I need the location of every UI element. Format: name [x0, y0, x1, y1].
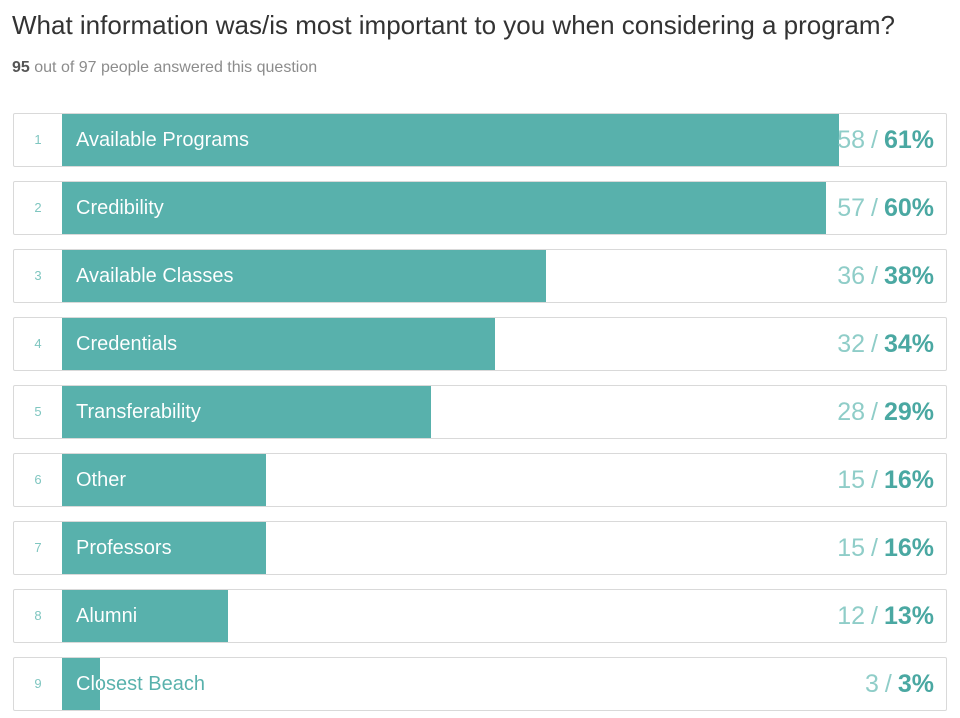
- value-separator: /: [871, 534, 878, 562]
- result-row: 1 Available Programs 58/61%: [13, 113, 947, 167]
- value-label: 3/3%: [865, 658, 934, 710]
- response-count: 28: [837, 398, 865, 426]
- bar-label: Transferability: [76, 386, 201, 438]
- bar-label: Available Programs: [76, 114, 249, 166]
- response-count: 3: [865, 670, 879, 698]
- value-separator: /: [871, 330, 878, 358]
- bar-fill: [62, 182, 826, 234]
- rank-number: 4: [34, 336, 42, 351]
- response-percent: 3%: [897, 670, 934, 698]
- response-percent: 61%: [883, 126, 934, 154]
- result-row: 9 Closest Beach 3/3%: [13, 657, 947, 711]
- bar-label: Alumni: [76, 590, 137, 642]
- rank-number: 1: [34, 132, 42, 147]
- bar-fill: [62, 658, 101, 710]
- bar-fill: [62, 114, 839, 166]
- response-percent: 34%: [883, 330, 934, 358]
- value-separator: /: [871, 262, 878, 290]
- result-row: 7 Professors 15/16%: [13, 521, 947, 575]
- rank-number: 5: [34, 404, 42, 419]
- bar-fill: [62, 590, 228, 642]
- response-count: 12: [837, 602, 865, 630]
- response-count: 15: [837, 534, 865, 562]
- value-label: 57/60%: [837, 182, 934, 234]
- response-percent: 38%: [883, 262, 934, 290]
- response-count: 57: [837, 194, 865, 222]
- value-label: 58/61%: [837, 114, 934, 166]
- rank-number: 7: [34, 540, 42, 555]
- value-separator: /: [871, 602, 878, 630]
- rank-number: 3: [34, 268, 42, 283]
- bar-fill: [62, 454, 266, 506]
- rank-number: 8: [34, 608, 42, 623]
- value-label: 32/34%: [837, 318, 934, 370]
- rank-number: 2: [34, 200, 42, 215]
- question-title: What information was/is most important t…: [12, 10, 895, 40]
- value-separator: /: [884, 670, 892, 698]
- response-percent: 16%: [883, 534, 934, 562]
- value-label: 28/29%: [837, 386, 934, 438]
- bar-fill: [62, 522, 266, 574]
- value-separator: /: [871, 398, 878, 426]
- response-count: 15: [837, 466, 865, 494]
- value-label: 15/16%: [837, 522, 934, 574]
- result-row: 8 Alumni 12/13%: [13, 589, 947, 643]
- bar-label: Credibility: [76, 182, 164, 234]
- response-percent: 29%: [883, 398, 934, 426]
- value-separator: /: [871, 126, 878, 154]
- value-label: 15/16%: [837, 454, 934, 506]
- result-row: 2 Credibility 57/60%: [13, 181, 947, 235]
- result-row: 6 Other 15/16%: [13, 453, 947, 507]
- response-summary: 95 out of 97 people answered this questi…: [12, 59, 317, 77]
- response-percent: 16%: [883, 466, 934, 494]
- result-row: 4 Credentials 32/34%: [13, 317, 947, 371]
- answered-text: out of 97 people answered this question: [34, 59, 318, 76]
- response-count: 32: [837, 330, 865, 358]
- rank-number: 9: [34, 676, 42, 691]
- bar-label: Credentials: [76, 318, 177, 370]
- bar-fill: [62, 386, 432, 438]
- value-label: 36/38%: [837, 250, 934, 302]
- response-percent: 60%: [883, 194, 934, 222]
- value-separator: /: [871, 194, 878, 222]
- bar-fill: [62, 250, 546, 302]
- bar-label: Closest Beach: [76, 658, 205, 710]
- result-row: 5 Transferability 28/29%: [13, 385, 947, 439]
- bar-label: Other: [76, 454, 126, 506]
- value-label: 12/13%: [837, 590, 934, 642]
- bar-label: Professors: [76, 522, 172, 574]
- bar-fill: [62, 318, 495, 370]
- rank-number: 6: [34, 472, 42, 487]
- value-separator: /: [871, 466, 878, 494]
- answered-count: 95: [12, 59, 30, 76]
- result-row: 3 Available Classes 36/38%: [13, 249, 947, 303]
- bar-label: Available Classes: [76, 250, 234, 302]
- response-percent: 13%: [883, 602, 934, 630]
- response-count: 36: [837, 262, 865, 290]
- response-count: 58: [837, 126, 865, 154]
